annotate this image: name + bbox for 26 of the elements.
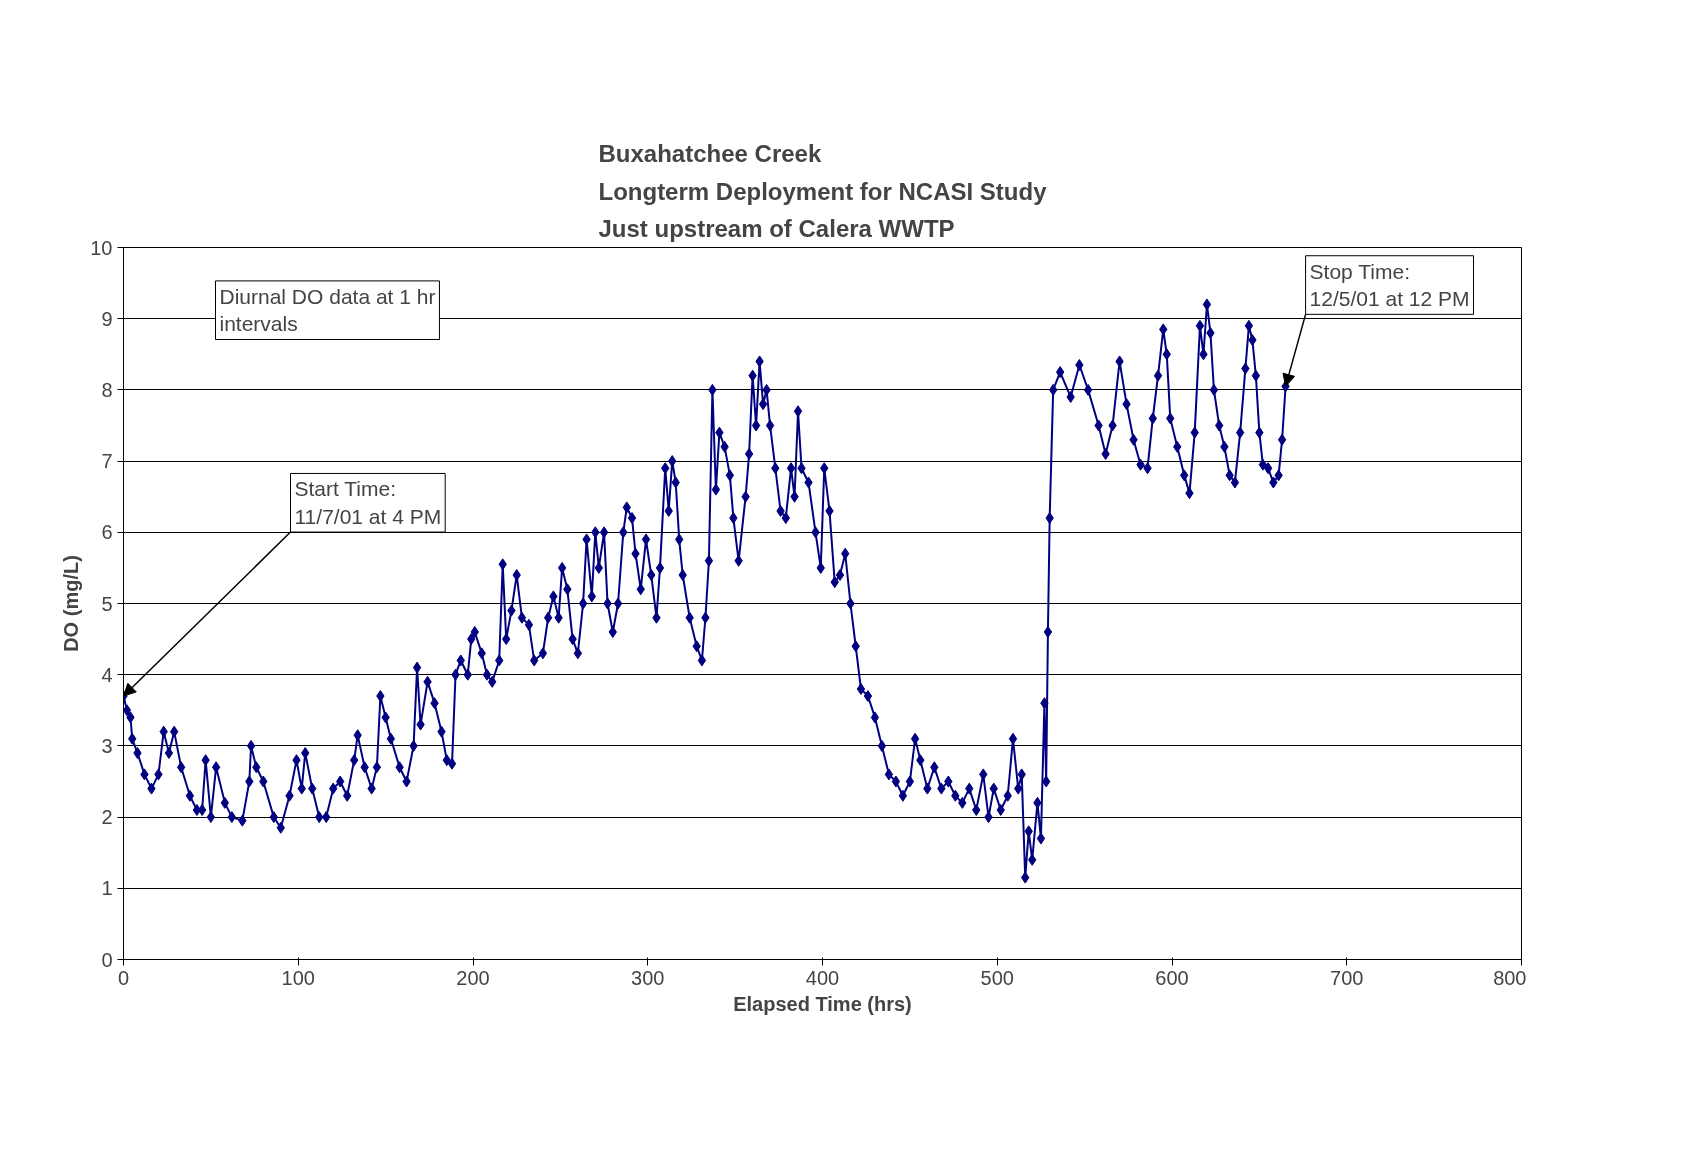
x-tick-label: 700 [1330,966,1364,989]
annotation: Start Time: 11/7/01 at 4 PM [294,477,442,529]
y-tick-label: 8 [101,378,113,401]
y-tick-label: 4 [101,663,113,686]
y-tick-label: 7 [101,450,113,473]
x-tick-label: 0 [117,966,130,989]
x-tick-label: 600 [1155,966,1189,989]
x-tick-label: 300 [631,966,665,989]
y-tick-label: 10 [90,236,113,259]
y-tick-label: 3 [101,734,113,757]
y-tick-label: 9 [101,307,113,330]
chart-title: Buxahatchee Creek Longterm Deployment for NCASI Study Just upstream of Calera WWTP [598,139,1048,243]
x-tick-label: 200 [456,966,490,989]
y-tick-label: 2 [101,806,113,829]
x-axis-title: Elapsed Time (hrs) [733,992,912,1015]
y-axis-title: DO (mg/L) [60,555,83,652]
y-tick-label: 6 [101,521,113,544]
x-tick-label: 100 [281,966,315,989]
y-tick-label: 1 [101,877,113,900]
y-tick-label: 5 [101,592,113,615]
x-tick-label: 400 [805,966,840,989]
annotation: Diurnal DO data at 1 hr intervals [219,284,436,336]
x-tick-label: 800 [1493,966,1527,989]
x-tick-label: 500 [980,966,1014,989]
annotation: Stop Time: 12/5/01 at 12 PM [1309,259,1470,311]
y-tick-label: 0 [101,948,113,971]
